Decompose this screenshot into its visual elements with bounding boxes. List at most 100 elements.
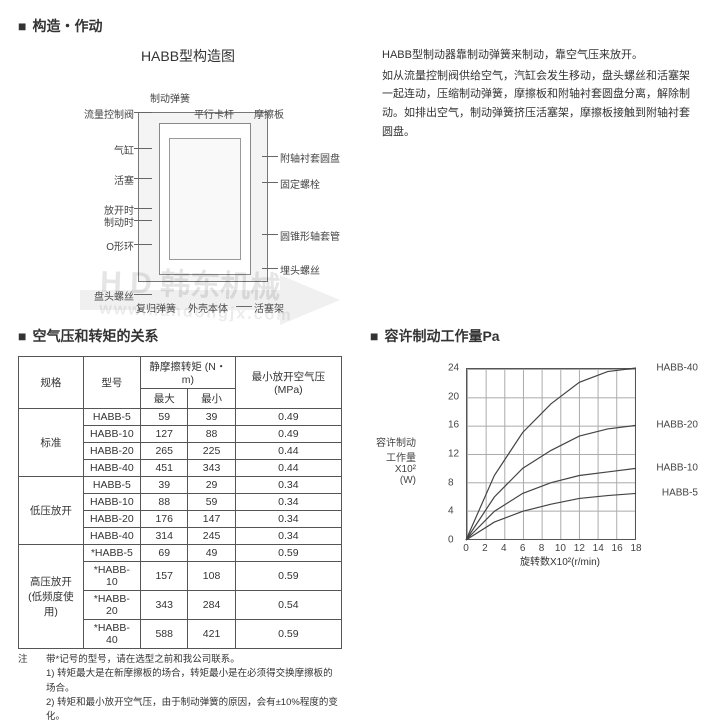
cell-model: HABB-5 xyxy=(83,409,140,426)
section-structure-title: 构造・作动 xyxy=(18,16,700,36)
diagram-label: 制动时 xyxy=(104,214,134,229)
capacity-chart: 04812162024024681012141618HABB-40HABB-20… xyxy=(420,364,700,564)
chart-ylabel: 容许制动工作量X10²(W) xyxy=(370,434,416,486)
cell-model: HABB-20 xyxy=(83,443,140,460)
diagram-label: 复归弹簧 xyxy=(136,300,176,315)
table-notes: 注带*记号的型号，请在选型之前和我公司联系。 1) 转矩最大是在新摩擦板的场合，… xyxy=(18,653,342,724)
group-cell: 高压放开(低频度使用) xyxy=(19,545,84,649)
y-tick: 4 xyxy=(448,506,454,517)
cell-model: *HABB-20 xyxy=(83,591,140,620)
table-row: 低压放开HABB-539290.34 xyxy=(19,477,342,494)
cell-model: *HABB-40 xyxy=(83,620,140,649)
cell-air: 0.34 xyxy=(235,494,341,511)
cell-air: 0.59 xyxy=(235,620,341,649)
diagram-label: 固定螺栓 xyxy=(280,176,320,191)
cell-min: 29 xyxy=(188,477,235,494)
cell-max: 176 xyxy=(141,511,188,528)
cell-min: 245 xyxy=(188,528,235,545)
section-chart-title: 容许制动工作量Pa xyxy=(370,326,700,346)
cell-air: 0.44 xyxy=(235,460,341,477)
desc-line: HABB型制动器靠制动弹簧来制动，靠空气压来放开。 xyxy=(382,46,700,65)
y-tick: 24 xyxy=(448,363,459,374)
torque-table: 规格 型号 静摩擦转矩 (N・m) 最小放开空气压 (MPa) 最大 最小 标准… xyxy=(18,356,342,649)
cell-min: 49 xyxy=(188,545,235,562)
cell-model: *HABB-10 xyxy=(83,562,140,591)
series-label: HABB-20 xyxy=(656,420,698,431)
th-min: 最小 xyxy=(188,389,235,409)
diagram-label: 活塞架 xyxy=(254,300,284,315)
cell-min: 147 xyxy=(188,511,235,528)
section-table-title: 空气压和转矩的关系 xyxy=(18,326,342,346)
cell-air: 0.49 xyxy=(235,426,341,443)
cell-min: 343 xyxy=(188,460,235,477)
y-tick: 8 xyxy=(448,477,454,488)
x-tick: 16 xyxy=(612,543,623,554)
cell-air: 0.59 xyxy=(235,545,341,562)
cell-max: 451 xyxy=(141,460,188,477)
diagram-label: 盘头螺丝 xyxy=(94,288,134,303)
cell-max: 127 xyxy=(141,426,188,443)
cell-air: 0.49 xyxy=(235,409,341,426)
cell-min: 59 xyxy=(188,494,235,511)
th-model: 型号 xyxy=(83,357,140,409)
cell-air: 0.44 xyxy=(235,443,341,460)
x-tick: 0 xyxy=(463,543,469,554)
cell-max: 265 xyxy=(141,443,188,460)
cell-model: HABB-20 xyxy=(83,511,140,528)
cell-air: 0.59 xyxy=(235,562,341,591)
diagram-label: 活塞 xyxy=(114,172,134,187)
cell-min: 421 xyxy=(188,620,235,649)
chart-xlabel: 旋转数X10²(r/min) xyxy=(520,553,600,568)
x-tick: 18 xyxy=(630,543,641,554)
cell-min: 108 xyxy=(188,562,235,591)
cell-max: 314 xyxy=(141,528,188,545)
cell-min: 39 xyxy=(188,409,235,426)
th-torque: 静摩擦转矩 (N・m) xyxy=(141,357,236,389)
cell-air: 0.54 xyxy=(235,591,341,620)
y-tick: 12 xyxy=(448,449,459,460)
diagram-label: 流量控制阀 xyxy=(84,106,134,121)
diagram-label: 平行卡杆 xyxy=(194,106,234,121)
series-label: HABB-10 xyxy=(656,463,698,474)
x-tick: 2 xyxy=(482,543,488,554)
group-cell: 低压放开 xyxy=(19,477,84,545)
cell-model: HABB-40 xyxy=(83,528,140,545)
cell-max: 39 xyxy=(141,477,188,494)
cell-max: 588 xyxy=(141,620,188,649)
th-air: 最小放开空气压 (MPa) xyxy=(235,357,341,409)
cell-model: HABB-10 xyxy=(83,494,140,511)
cell-model: HABB-5 xyxy=(83,477,140,494)
y-tick: 0 xyxy=(448,535,454,546)
diagram-label: 制动弹簧 xyxy=(150,90,190,105)
cell-max: 69 xyxy=(141,545,188,562)
diagram-label: 摩擦板 xyxy=(254,106,284,121)
cell-min: 88 xyxy=(188,426,235,443)
cell-air: 0.34 xyxy=(235,477,341,494)
cell-model: HABB-10 xyxy=(83,426,140,443)
group-cell: 标准 xyxy=(19,409,84,477)
cell-min: 284 xyxy=(188,591,235,620)
th-max: 最大 xyxy=(141,389,188,409)
x-tick: 4 xyxy=(501,543,507,554)
diagram-label: O形环 xyxy=(106,238,134,253)
diagram-label: 气缸 xyxy=(114,142,134,157)
cell-max: 88 xyxy=(141,494,188,511)
cell-max: 157 xyxy=(141,562,188,591)
diagram-label: 附轴衬套圆盘 xyxy=(280,150,340,165)
y-tick: 16 xyxy=(448,420,459,431)
diagram-title: HABB型构造图 xyxy=(18,46,358,66)
diagram-label: 圆锥形轴套管 xyxy=(280,228,340,243)
cell-air: 0.34 xyxy=(235,528,341,545)
th-spec: 规格 xyxy=(19,357,84,409)
diagram-label: 埋头螺丝 xyxy=(280,262,320,277)
y-tick: 20 xyxy=(448,391,459,402)
structure-diagram: 流量控制阀气缸活塞放开时制动时O形环盘头螺丝制动弹簧平行卡杆摩擦板附轴衬套圆盘固… xyxy=(18,72,358,312)
cell-min: 225 xyxy=(188,443,235,460)
series-label: HABB-40 xyxy=(656,363,698,374)
cell-max: 59 xyxy=(141,409,188,426)
cell-air: 0.34 xyxy=(235,511,341,528)
diagram-label: 外壳本体 xyxy=(188,300,228,315)
series-label: HABB-5 xyxy=(662,488,698,499)
cell-model: *HABB-5 xyxy=(83,545,140,562)
desc-line: 如从流量控制阀供给空气，汽缸会发生移动，盘头螺丝和活塞架一起连动，压缩制动弹簧，… xyxy=(382,67,700,142)
